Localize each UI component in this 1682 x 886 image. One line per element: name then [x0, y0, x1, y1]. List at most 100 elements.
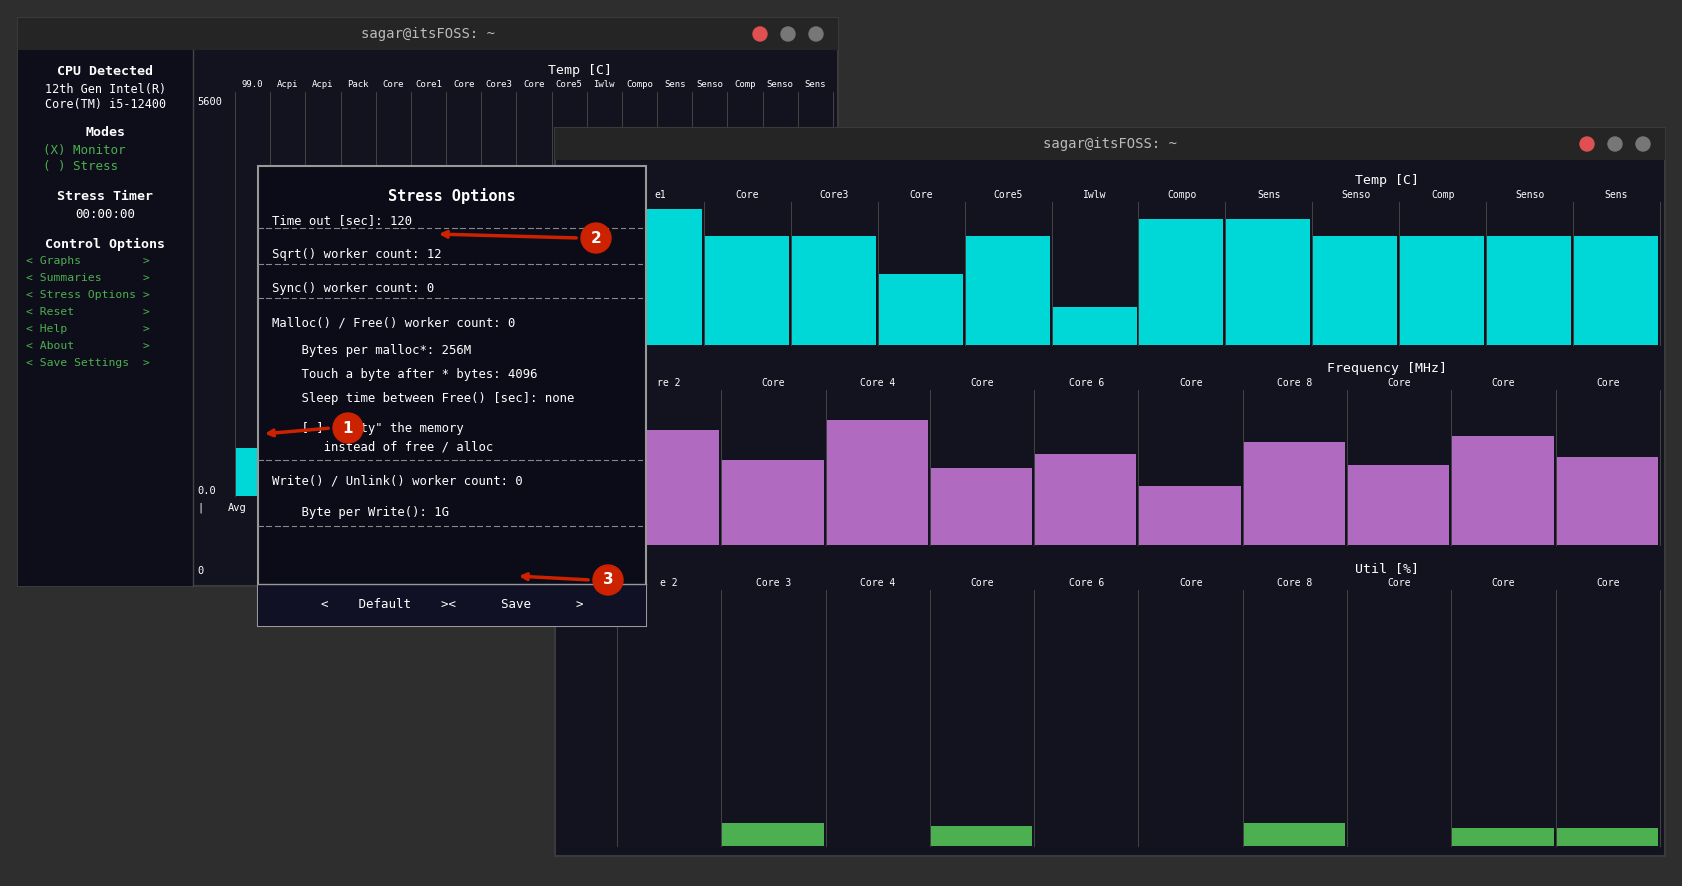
Bar — [878, 275, 962, 345]
Circle shape — [333, 413, 363, 443]
Text: Util [%]: Util [%] — [1354, 562, 1418, 575]
Bar — [1139, 219, 1223, 345]
Text: CPU Detected: CPU Detected — [57, 65, 153, 78]
Bar — [377, 245, 409, 496]
Circle shape — [1635, 137, 1648, 151]
Bar — [412, 286, 444, 496]
Bar — [341, 253, 373, 496]
Text: sagar@itsFOSS: ~: sagar@itsFOSS: ~ — [1043, 137, 1176, 151]
Text: Compo: Compo — [626, 80, 653, 89]
Text: re 2: re 2 — [658, 378, 681, 388]
Bar — [447, 233, 479, 496]
Bar — [1452, 828, 1552, 846]
Text: Core: Core — [762, 378, 785, 388]
Bar — [235, 447, 267, 496]
Circle shape — [580, 223, 611, 253]
Bar — [1556, 828, 1657, 846]
Bar — [705, 237, 789, 345]
Bar — [791, 237, 875, 345]
Text: < Help           >: < Help > — [25, 324, 150, 334]
Text: Sens: Sens — [804, 80, 826, 89]
Bar — [19, 18, 838, 586]
Bar — [483, 253, 515, 496]
Text: < Stress Options >: < Stress Options > — [25, 290, 150, 300]
Text: Frequency [MHz]: Frequency [MHz] — [1327, 362, 1447, 375]
Text: Core: Core — [908, 190, 932, 200]
Text: Sqrt() worker count: 12: Sqrt() worker count: 12 — [272, 248, 441, 261]
Text: Core: Core — [1490, 578, 1514, 588]
Text: Pack: Pack — [346, 80, 368, 89]
Bar — [1139, 486, 1240, 545]
Text: instead of free / alloc: instead of free / alloc — [272, 440, 493, 453]
Circle shape — [1579, 137, 1593, 151]
Bar — [516, 222, 550, 496]
Bar — [1487, 237, 1571, 345]
Text: Comp: Comp — [1430, 190, 1453, 200]
Bar — [728, 214, 760, 496]
Bar — [1556, 456, 1657, 545]
Bar — [1399, 237, 1484, 345]
Text: Acpi: Acpi — [278, 80, 298, 89]
Bar — [658, 214, 690, 496]
Bar — [1243, 823, 1344, 846]
Text: Core 3: Core 3 — [755, 578, 791, 588]
Text: < About          >: < About > — [25, 341, 150, 351]
Bar — [799, 214, 831, 496]
Bar — [617, 430, 718, 545]
Text: Senso: Senso — [696, 80, 723, 89]
Bar — [483, 523, 515, 576]
Text: e1: e1 — [654, 190, 666, 200]
Text: 1: 1 — [343, 421, 353, 436]
Text: (X) Monitor: (X) Monitor — [44, 144, 126, 157]
Text: Core: Core — [452, 80, 474, 89]
Text: Iwlw: Iwlw — [1083, 190, 1107, 200]
Bar — [1312, 237, 1396, 345]
Bar — [555, 128, 1663, 856]
Text: Sens: Sens — [1605, 190, 1626, 200]
Text: < Graphs         >: < Graphs > — [25, 256, 150, 266]
Text: Time out [sec]: 120: Time out [sec]: 120 — [272, 214, 412, 227]
Text: Write() / Unlink() worker count: 0: Write() / Unlink() worker count: 0 — [272, 474, 523, 487]
Text: Comp: Comp — [733, 80, 755, 89]
Text: ( ) Stress: ( ) Stress — [44, 160, 118, 173]
Text: Core: Core — [1386, 578, 1410, 588]
Bar — [622, 424, 654, 496]
Bar — [965, 237, 1050, 345]
Text: Core: Core — [382, 80, 404, 89]
Bar — [722, 460, 822, 545]
Bar — [1226, 219, 1310, 345]
Text: Touch a byte after * bytes: 4096: Touch a byte after * bytes: 4096 — [272, 368, 537, 381]
Text: Core: Core — [523, 80, 545, 89]
Bar — [1452, 436, 1552, 545]
Bar — [257, 584, 646, 626]
Text: 12th Gen Intel(R): 12th Gen Intel(R) — [45, 83, 167, 96]
Text: < Summaries      >: < Summaries > — [25, 273, 150, 283]
Text: Senso: Senso — [767, 80, 794, 89]
Bar — [1573, 237, 1657, 345]
Text: Byte per Write(): 1G: Byte per Write(): 1G — [272, 506, 449, 519]
Text: |: | — [197, 502, 204, 513]
Text: Core: Core — [1386, 378, 1410, 388]
Bar — [617, 209, 701, 345]
Bar — [447, 515, 479, 576]
Text: 0.0: 0.0 — [197, 486, 215, 496]
Bar — [722, 823, 822, 846]
Text: Sens: Sens — [664, 80, 685, 89]
Text: Core 6: Core 6 — [1068, 578, 1103, 588]
Bar — [1243, 442, 1344, 545]
Text: Core3: Core3 — [819, 190, 848, 200]
Text: Core5: Core5 — [555, 80, 582, 89]
Text: < Save Settings  >: < Save Settings > — [25, 358, 150, 368]
Circle shape — [752, 27, 767, 41]
Bar — [19, 50, 193, 586]
Text: Senso: Senso — [1341, 190, 1369, 200]
Text: Senso: Senso — [1514, 190, 1544, 200]
Text: Avg: Avg — [227, 503, 247, 513]
Text: Sleep time between Free() [sec]: none: Sleep time between Free() [sec]: none — [272, 392, 574, 405]
Text: Malloc() / Free() worker count: 0: Malloc() / Free() worker count: 0 — [272, 316, 515, 329]
Bar — [693, 214, 725, 496]
Text: Core: Core — [1595, 578, 1618, 588]
Text: Core(TM) i5-12400: Core(TM) i5-12400 — [45, 98, 167, 111]
Bar — [306, 354, 338, 496]
Text: Iwlw: Iwlw — [594, 80, 614, 89]
